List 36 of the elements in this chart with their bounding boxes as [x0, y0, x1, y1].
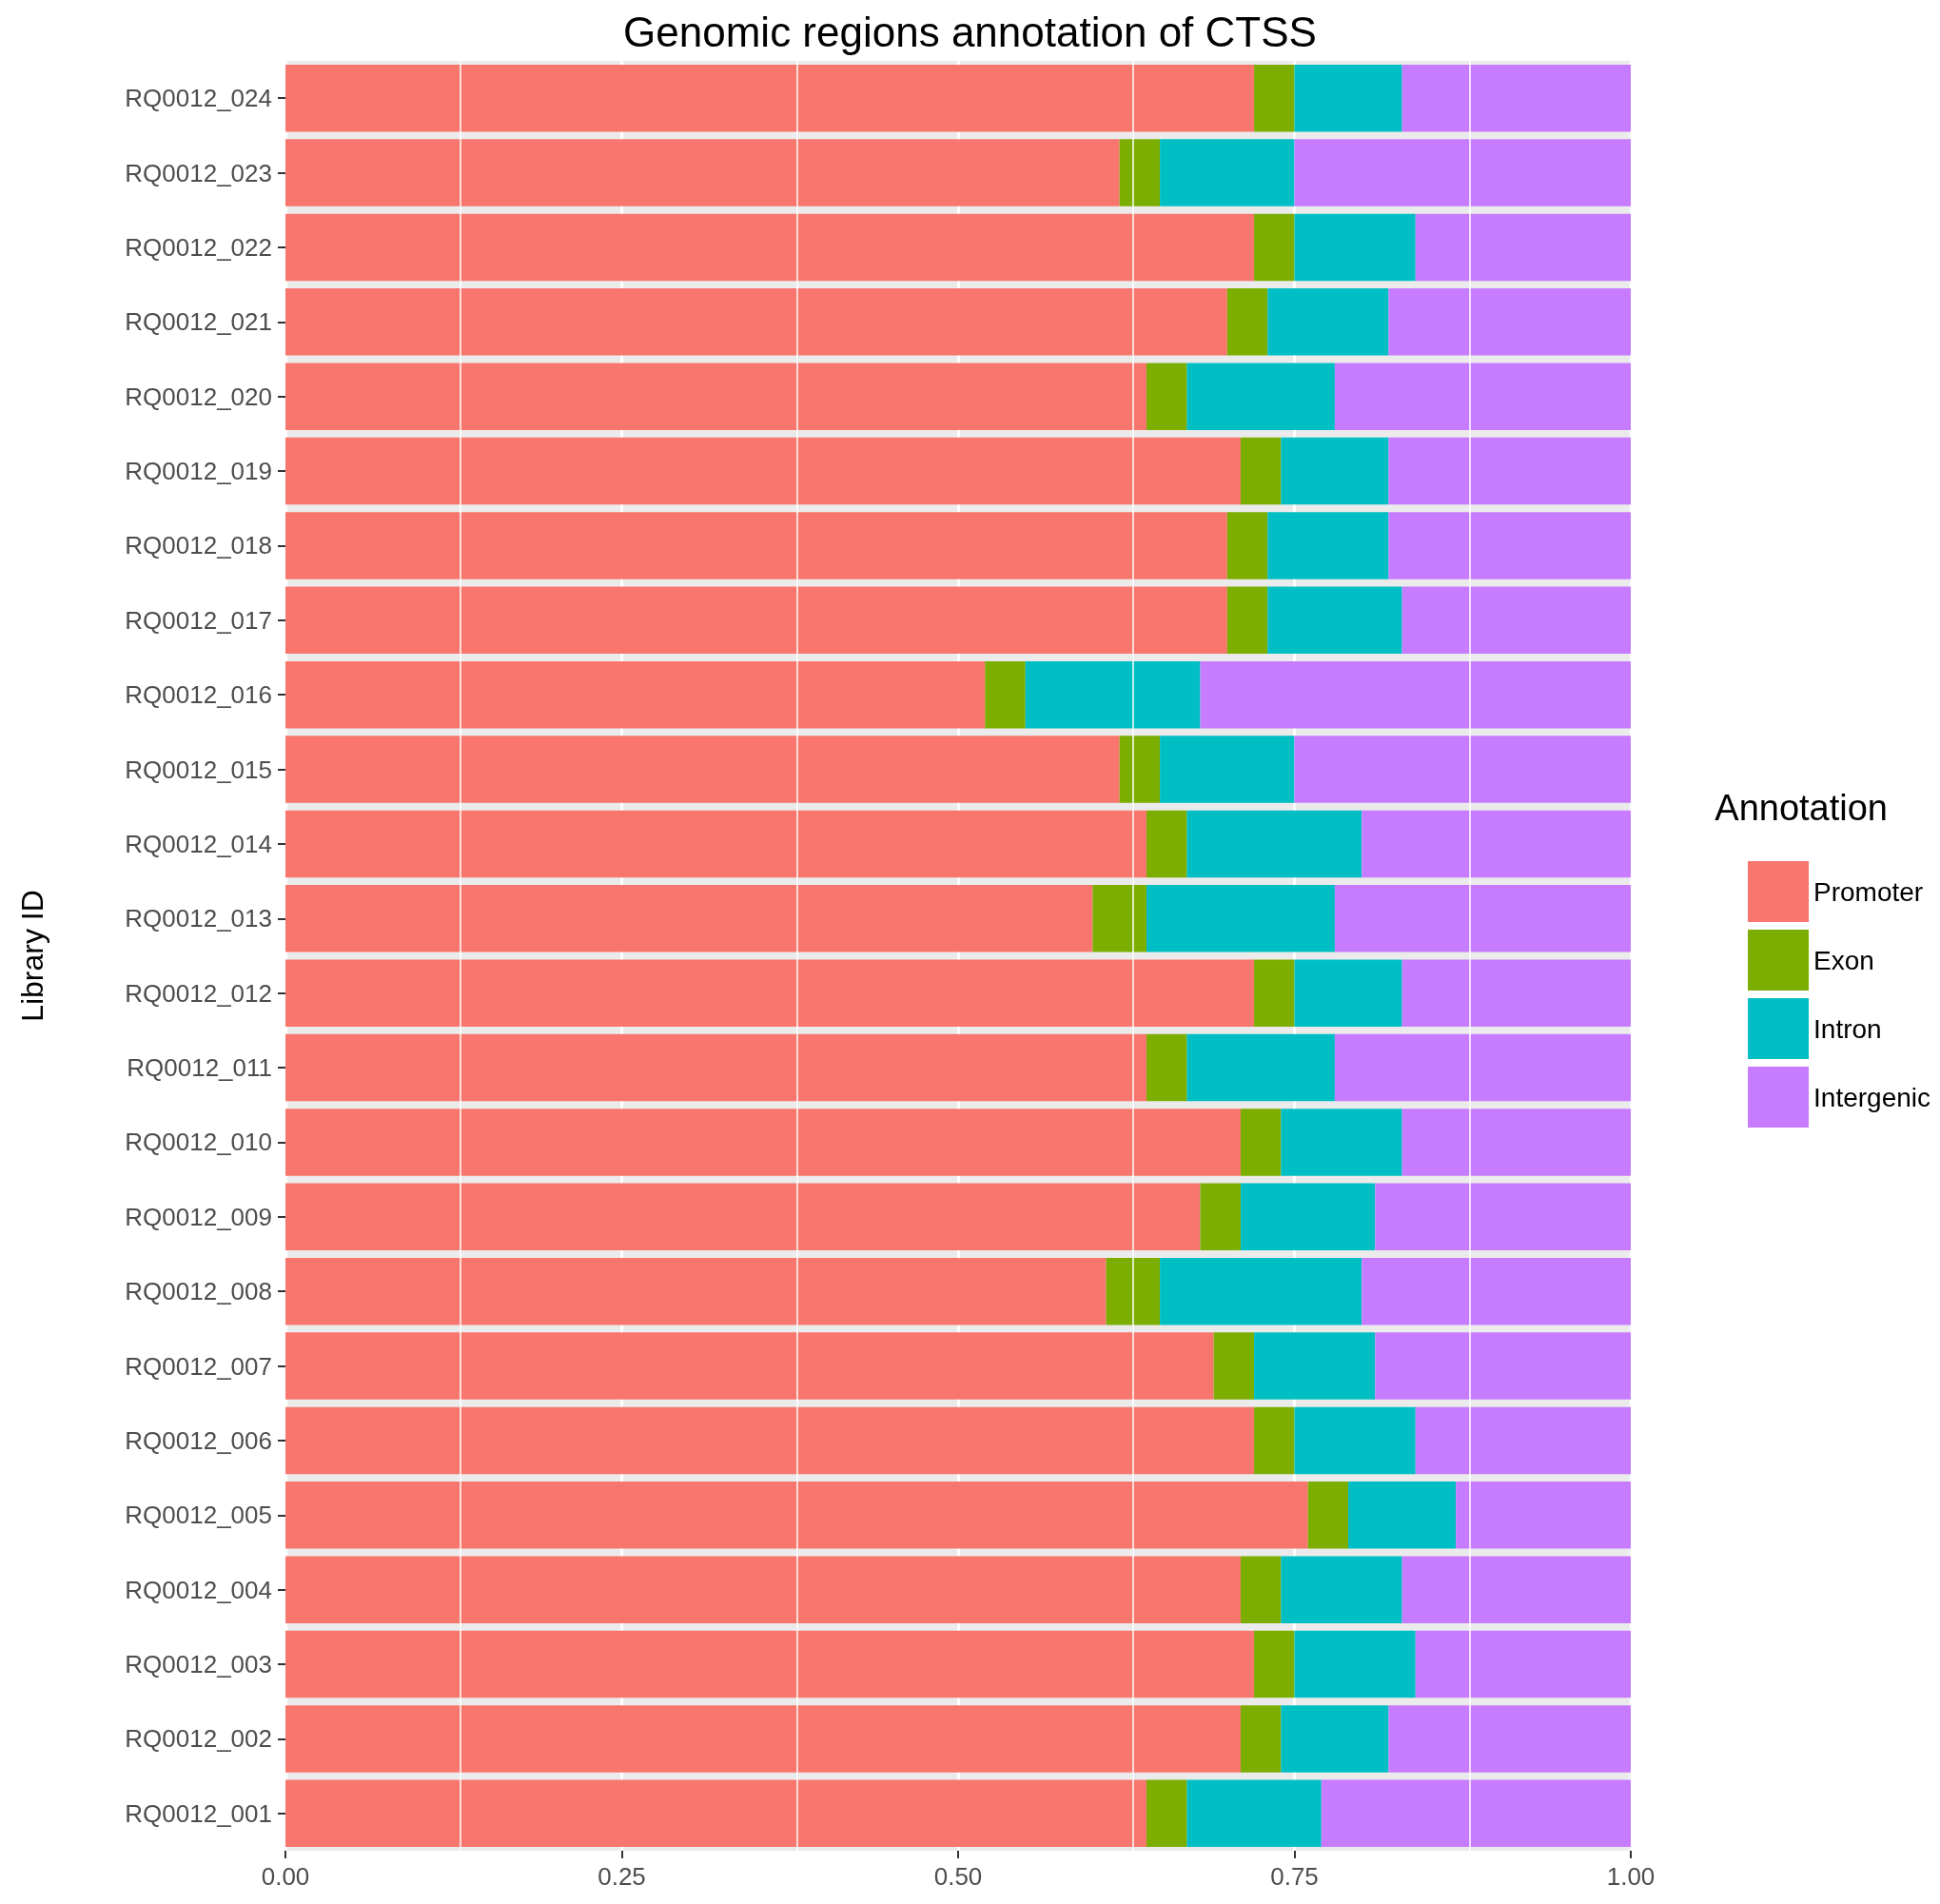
- y-tick-label: RQ0012_021: [125, 307, 272, 337]
- y-tick-label: RQ0012_017: [125, 605, 272, 635]
- y-tick-label: RQ0012_022: [125, 232, 272, 262]
- chart-title: Genomic regions annotation of CTSS: [623, 8, 1317, 55]
- x-tick-label: 0.75: [1270, 1862, 1319, 1891]
- x-tick-label: 0.50: [933, 1862, 983, 1891]
- y-tick-label: RQ0012_016: [125, 680, 272, 710]
- legend-label: Promoter: [1813, 876, 1924, 907]
- y-tick-label: RQ0012_011: [127, 1053, 272, 1083]
- y-axis-title: Library ID: [15, 890, 49, 1022]
- y-tick-label: RQ0012_018: [125, 531, 272, 560]
- legend-label: Intron: [1813, 1013, 1882, 1044]
- y-tick-label: RQ0012_024: [125, 84, 272, 113]
- y-tick-label: RQ0012_006: [125, 1425, 272, 1455]
- y-tick-label: RQ0012_007: [125, 1351, 272, 1381]
- y-tick-label: RQ0012_015: [125, 755, 272, 784]
- y-tick-label: RQ0012_002: [125, 1724, 272, 1754]
- y-tick-label: RQ0012_010: [125, 1128, 272, 1157]
- y-tick-label: RQ0012_008: [125, 1277, 272, 1306]
- x-tick-label: 0.25: [598, 1862, 646, 1891]
- y-tick-label: RQ0012_003: [125, 1650, 272, 1679]
- legend-label: Exon: [1813, 945, 1874, 975]
- y-tick-label: RQ0012_020: [125, 382, 272, 411]
- y-tick-label: RQ0012_001: [125, 1798, 272, 1828]
- y-tick-label: RQ0012_012: [125, 978, 272, 1008]
- y-tick-label: RQ0012_009: [125, 1202, 272, 1231]
- x-tick-label: 0.00: [261, 1862, 310, 1891]
- x-tick-label: 1.00: [1606, 1862, 1656, 1891]
- legend-title: Annotation: [1715, 788, 1889, 828]
- y-tick-label: RQ0012_014: [125, 829, 272, 858]
- y-tick-label: RQ0012_023: [125, 158, 272, 187]
- y-tick-label: RQ0012_013: [125, 904, 272, 933]
- legend-label: Intergenic: [1813, 1082, 1930, 1112]
- y-tick-label: RQ0012_019: [125, 457, 272, 486]
- y-tick-label: RQ0012_005: [125, 1501, 272, 1530]
- y-tick-label: RQ0012_004: [125, 1575, 272, 1604]
